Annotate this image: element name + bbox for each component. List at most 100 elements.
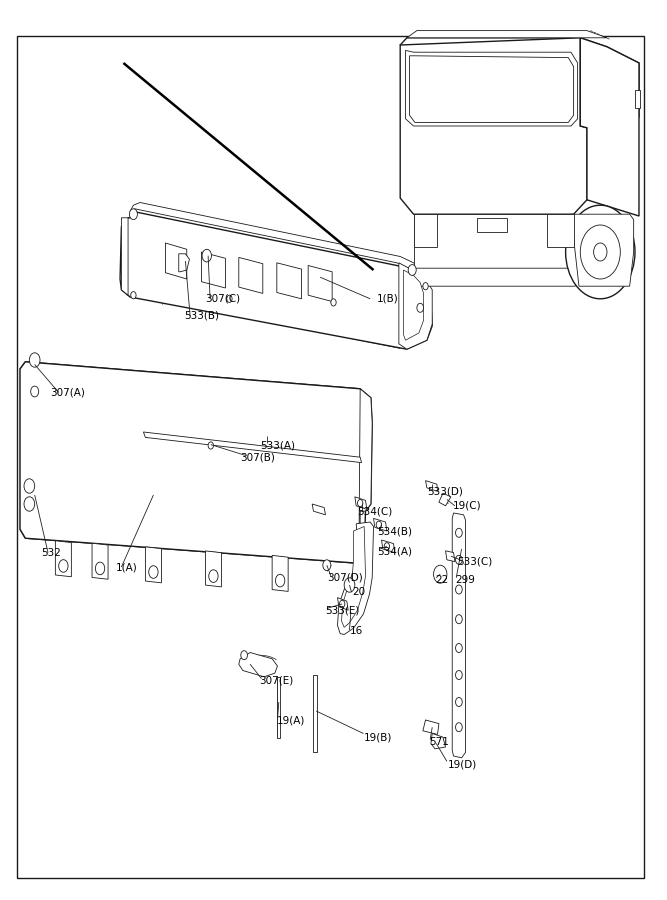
Polygon shape bbox=[277, 263, 301, 299]
Text: 533(C): 533(C) bbox=[457, 556, 492, 567]
Polygon shape bbox=[452, 513, 466, 758]
Circle shape bbox=[323, 560, 331, 571]
Circle shape bbox=[209, 570, 218, 582]
Polygon shape bbox=[571, 214, 634, 286]
Circle shape bbox=[456, 585, 462, 594]
Polygon shape bbox=[205, 551, 221, 587]
Polygon shape bbox=[55, 541, 71, 577]
Circle shape bbox=[358, 500, 363, 507]
Polygon shape bbox=[406, 50, 578, 126]
Polygon shape bbox=[272, 555, 288, 591]
Text: 307(B): 307(B) bbox=[240, 452, 275, 463]
Circle shape bbox=[131, 292, 136, 299]
Text: 533(D): 533(D) bbox=[427, 486, 463, 497]
Circle shape bbox=[456, 698, 462, 706]
Polygon shape bbox=[374, 518, 387, 531]
Polygon shape bbox=[414, 214, 574, 270]
Polygon shape bbox=[308, 266, 332, 302]
Polygon shape bbox=[407, 31, 607, 38]
Circle shape bbox=[408, 265, 416, 275]
Circle shape bbox=[434, 565, 447, 583]
Circle shape bbox=[208, 442, 213, 449]
Circle shape bbox=[59, 560, 68, 572]
Polygon shape bbox=[399, 263, 432, 349]
Polygon shape bbox=[580, 38, 639, 216]
Text: 19(B): 19(B) bbox=[364, 732, 392, 742]
Circle shape bbox=[456, 723, 462, 732]
Circle shape bbox=[95, 562, 105, 575]
Polygon shape bbox=[423, 720, 439, 734]
Polygon shape bbox=[407, 268, 579, 286]
Polygon shape bbox=[477, 218, 507, 232]
Polygon shape bbox=[547, 214, 574, 247]
Polygon shape bbox=[20, 362, 372, 563]
Polygon shape bbox=[312, 504, 325, 515]
Polygon shape bbox=[130, 202, 426, 279]
Polygon shape bbox=[92, 544, 108, 580]
Text: 307(A): 307(A) bbox=[50, 387, 85, 398]
Polygon shape bbox=[165, 243, 187, 279]
Polygon shape bbox=[382, 540, 395, 553]
Polygon shape bbox=[359, 389, 372, 563]
Circle shape bbox=[202, 249, 211, 262]
Text: 19(D): 19(D) bbox=[448, 759, 477, 769]
Polygon shape bbox=[414, 214, 437, 247]
Polygon shape bbox=[179, 254, 189, 272]
Circle shape bbox=[376, 521, 382, 528]
Text: 22: 22 bbox=[436, 574, 449, 585]
Polygon shape bbox=[400, 38, 639, 126]
Polygon shape bbox=[410, 56, 574, 122]
Circle shape bbox=[227, 295, 232, 302]
Text: 571: 571 bbox=[429, 736, 449, 747]
Polygon shape bbox=[143, 432, 362, 463]
Polygon shape bbox=[239, 257, 263, 293]
Circle shape bbox=[594, 243, 607, 261]
Circle shape bbox=[456, 644, 462, 652]
Polygon shape bbox=[313, 675, 317, 752]
Circle shape bbox=[456, 615, 462, 624]
Circle shape bbox=[417, 303, 424, 312]
Text: 534(C): 534(C) bbox=[357, 506, 392, 517]
Circle shape bbox=[384, 543, 390, 550]
Circle shape bbox=[456, 528, 462, 537]
Polygon shape bbox=[342, 526, 366, 627]
Circle shape bbox=[580, 225, 620, 279]
Polygon shape bbox=[355, 497, 367, 509]
Text: 533(A): 533(A) bbox=[260, 440, 295, 451]
Circle shape bbox=[275, 574, 285, 587]
Text: 534(A): 534(A) bbox=[377, 546, 412, 557]
Polygon shape bbox=[400, 38, 587, 214]
Polygon shape bbox=[338, 522, 374, 634]
Polygon shape bbox=[120, 212, 432, 349]
Text: 534(B): 534(B) bbox=[377, 526, 412, 537]
Circle shape bbox=[456, 555, 462, 564]
Polygon shape bbox=[121, 218, 128, 295]
Text: 299: 299 bbox=[455, 574, 475, 585]
Polygon shape bbox=[446, 551, 455, 562]
Polygon shape bbox=[635, 90, 640, 108]
Polygon shape bbox=[426, 481, 438, 491]
Circle shape bbox=[344, 578, 355, 592]
Text: 20: 20 bbox=[352, 587, 366, 598]
Polygon shape bbox=[201, 252, 225, 288]
Text: 16: 16 bbox=[350, 626, 363, 636]
Circle shape bbox=[241, 651, 247, 660]
Circle shape bbox=[331, 299, 336, 306]
Polygon shape bbox=[239, 652, 277, 677]
Text: 1(B): 1(B) bbox=[377, 293, 399, 304]
Circle shape bbox=[423, 283, 428, 290]
Circle shape bbox=[149, 566, 158, 579]
Circle shape bbox=[456, 670, 462, 680]
Polygon shape bbox=[439, 493, 451, 506]
Circle shape bbox=[340, 600, 345, 608]
Text: 19(A): 19(A) bbox=[277, 716, 305, 726]
Polygon shape bbox=[338, 598, 348, 610]
Circle shape bbox=[29, 353, 40, 367]
Circle shape bbox=[129, 209, 137, 220]
Text: 533(B): 533(B) bbox=[184, 310, 219, 321]
Circle shape bbox=[24, 497, 35, 511]
Polygon shape bbox=[145, 547, 161, 583]
Text: 19(C): 19(C) bbox=[453, 500, 482, 511]
Text: 307(E): 307(E) bbox=[259, 675, 293, 686]
Text: 307(D): 307(D) bbox=[327, 572, 363, 583]
